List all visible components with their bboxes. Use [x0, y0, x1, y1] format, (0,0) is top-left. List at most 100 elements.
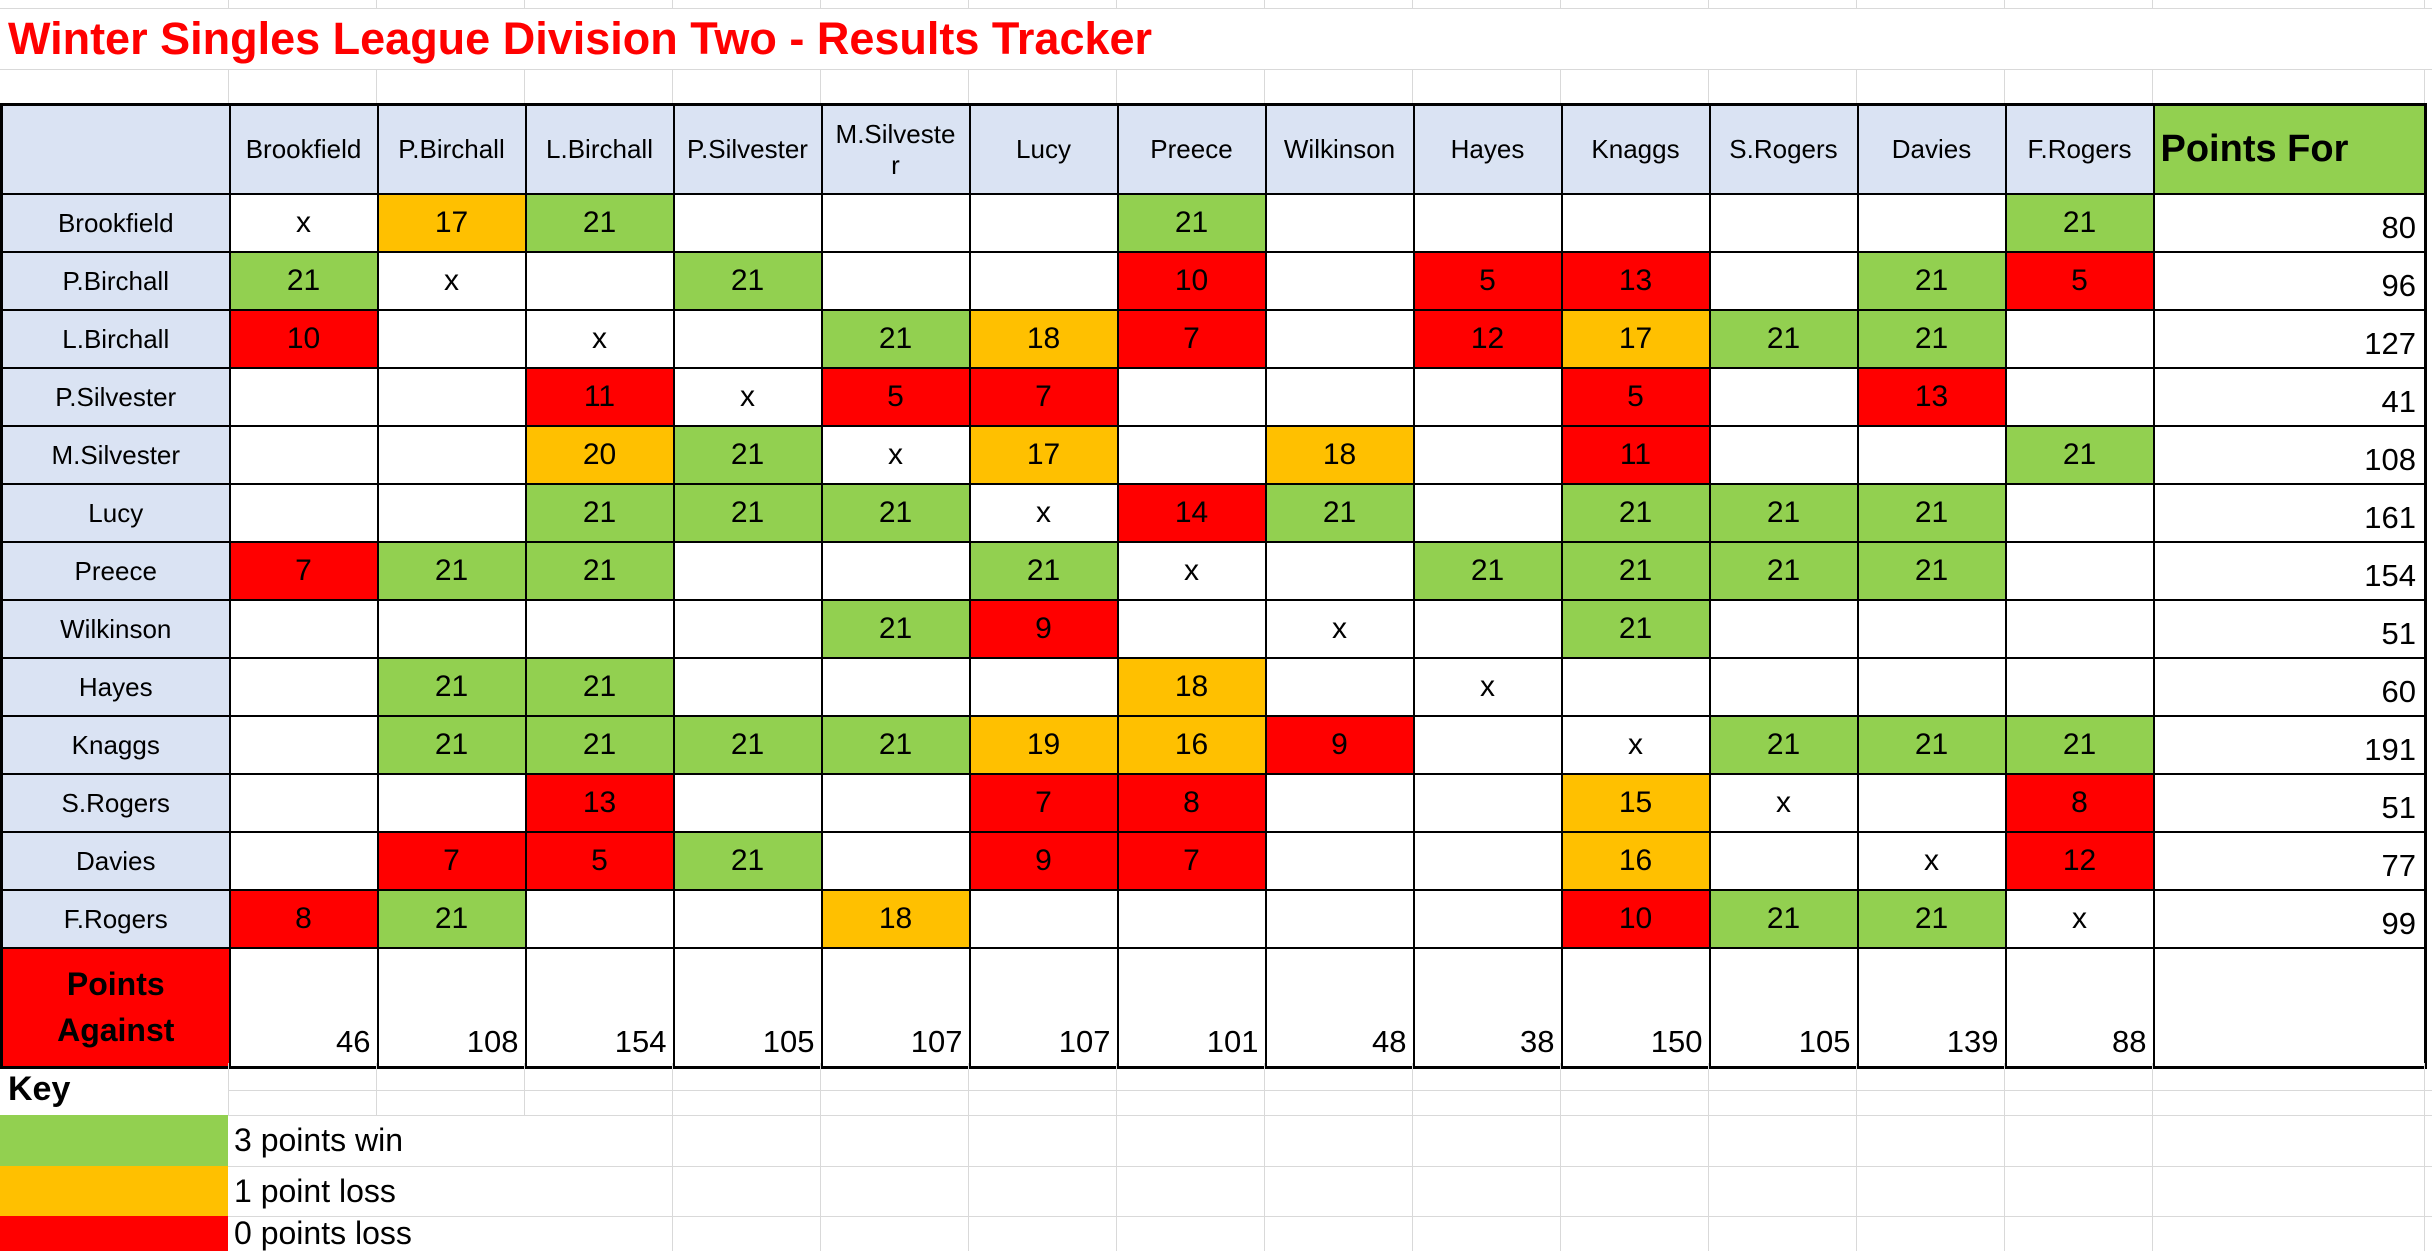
- diagonal-cell[interactable]: x: [1264, 599, 1415, 659]
- score-cell[interactable]: [968, 889, 1119, 949]
- score-cell[interactable]: 21: [820, 309, 971, 369]
- score-cell[interactable]: [968, 657, 1119, 717]
- col-header-preece[interactable]: Preece: [1116, 103, 1267, 195]
- score-cell[interactable]: [672, 193, 823, 253]
- score-cell[interactable]: 21: [524, 193, 675, 253]
- score-cell[interactable]: 7: [376, 831, 527, 891]
- points-against-header[interactable]: Points Against: [0, 947, 231, 1068]
- score-cell[interactable]: 21: [672, 715, 823, 775]
- score-cell[interactable]: 21: [672, 425, 823, 485]
- points-against-value[interactable]: 48: [1264, 947, 1415, 1068]
- score-cell[interactable]: 10: [1560, 889, 1711, 949]
- points-against-empty-cell[interactable]: [2152, 947, 2427, 1068]
- score-cell[interactable]: [1264, 251, 1415, 311]
- score-cell[interactable]: 21: [1708, 483, 1859, 543]
- col-header-s-rogers[interactable]: S.Rogers: [1708, 103, 1859, 195]
- score-cell[interactable]: 17: [376, 193, 527, 253]
- score-cell[interactable]: 20: [524, 425, 675, 485]
- points-for-header[interactable]: Points For: [2152, 103, 2427, 195]
- score-cell[interactable]: [1264, 367, 1415, 427]
- score-cell[interactable]: 21: [2004, 193, 2155, 253]
- score-cell[interactable]: [820, 773, 971, 833]
- score-cell[interactable]: 19: [968, 715, 1119, 775]
- score-cell[interactable]: 13: [1856, 367, 2007, 427]
- diagonal-cell[interactable]: x: [672, 367, 823, 427]
- row-label[interactable]: Davies: [0, 831, 231, 891]
- score-cell[interactable]: [1412, 889, 1563, 949]
- score-cell[interactable]: 17: [1560, 309, 1711, 369]
- score-cell[interactable]: 21: [1856, 309, 2007, 369]
- score-cell[interactable]: 21: [672, 483, 823, 543]
- score-cell[interactable]: [1264, 193, 1415, 253]
- diagonal-cell[interactable]: x: [2004, 889, 2155, 949]
- score-cell[interactable]: [1412, 367, 1563, 427]
- score-cell[interactable]: [2004, 483, 2155, 543]
- score-cell[interactable]: [1412, 425, 1563, 485]
- corner-cell[interactable]: [0, 103, 231, 195]
- score-cell[interactable]: 21: [1560, 483, 1711, 543]
- score-cell[interactable]: [228, 715, 379, 775]
- score-cell[interactable]: [2004, 599, 2155, 659]
- score-cell[interactable]: 8: [2004, 773, 2155, 833]
- col-header-l-birchall[interactable]: L.Birchall: [524, 103, 675, 195]
- score-cell[interactable]: [524, 889, 675, 949]
- score-cell[interactable]: [228, 599, 379, 659]
- col-header-brookfield[interactable]: Brookfield: [228, 103, 379, 195]
- score-cell[interactable]: 18: [968, 309, 1119, 369]
- score-cell[interactable]: 14: [1116, 483, 1267, 543]
- score-cell[interactable]: 21: [672, 251, 823, 311]
- diagonal-cell[interactable]: x: [1560, 715, 1711, 775]
- score-cell[interactable]: 9: [968, 599, 1119, 659]
- score-cell[interactable]: [1708, 831, 1859, 891]
- score-cell[interactable]: [1116, 599, 1267, 659]
- points-for-value[interactable]: 154: [2152, 541, 2427, 601]
- score-cell[interactable]: [820, 251, 971, 311]
- score-cell[interactable]: 21: [1560, 541, 1711, 601]
- score-cell[interactable]: [672, 657, 823, 717]
- score-cell[interactable]: [968, 251, 1119, 311]
- points-for-value[interactable]: 191: [2152, 715, 2427, 775]
- score-cell[interactable]: [1264, 831, 1415, 891]
- score-cell[interactable]: [376, 483, 527, 543]
- col-header-p-birchall[interactable]: P.Birchall: [376, 103, 527, 195]
- score-cell[interactable]: [228, 367, 379, 427]
- score-cell[interactable]: [672, 889, 823, 949]
- score-cell[interactable]: 21: [376, 657, 527, 717]
- points-against-value[interactable]: 139: [1856, 947, 2007, 1068]
- diagonal-cell[interactable]: x: [968, 483, 1119, 543]
- score-cell[interactable]: 21: [820, 483, 971, 543]
- points-for-value[interactable]: 80: [2152, 193, 2427, 253]
- score-cell[interactable]: 9: [1264, 715, 1415, 775]
- points-against-value[interactable]: 150: [1560, 947, 1711, 1068]
- row-label[interactable]: Lucy: [0, 483, 231, 543]
- points-for-value[interactable]: 108: [2152, 425, 2427, 485]
- points-against-value[interactable]: 107: [968, 947, 1119, 1068]
- score-cell[interactable]: 21: [1856, 541, 2007, 601]
- row-label[interactable]: Hayes: [0, 657, 231, 717]
- score-cell[interactable]: [524, 599, 675, 659]
- score-cell[interactable]: 21: [2004, 715, 2155, 775]
- score-cell[interactable]: [1116, 889, 1267, 949]
- score-cell[interactable]: 11: [524, 367, 675, 427]
- score-cell[interactable]: 7: [968, 773, 1119, 833]
- score-cell[interactable]: [2004, 309, 2155, 369]
- score-cell[interactable]: 8: [228, 889, 379, 949]
- score-cell[interactable]: 5: [820, 367, 971, 427]
- col-header-wilkinson[interactable]: Wilkinson: [1264, 103, 1415, 195]
- score-cell[interactable]: 21: [524, 483, 675, 543]
- points-for-value[interactable]: 127: [2152, 309, 2427, 369]
- score-cell[interactable]: 21: [1708, 309, 1859, 369]
- score-cell[interactable]: [672, 309, 823, 369]
- score-cell[interactable]: [228, 483, 379, 543]
- diagonal-cell[interactable]: x: [228, 193, 379, 253]
- score-cell[interactable]: [2004, 541, 2155, 601]
- col-header-f-rogers[interactable]: F.Rogers: [2004, 103, 2155, 195]
- points-against-value[interactable]: 107: [820, 947, 971, 1068]
- score-cell[interactable]: 21: [524, 657, 675, 717]
- score-cell[interactable]: 5: [1560, 367, 1711, 427]
- score-cell[interactable]: [1708, 251, 1859, 311]
- score-cell[interactable]: [376, 425, 527, 485]
- score-cell[interactable]: 21: [1264, 483, 1415, 543]
- score-cell[interactable]: [1116, 425, 1267, 485]
- score-cell[interactable]: 21: [524, 715, 675, 775]
